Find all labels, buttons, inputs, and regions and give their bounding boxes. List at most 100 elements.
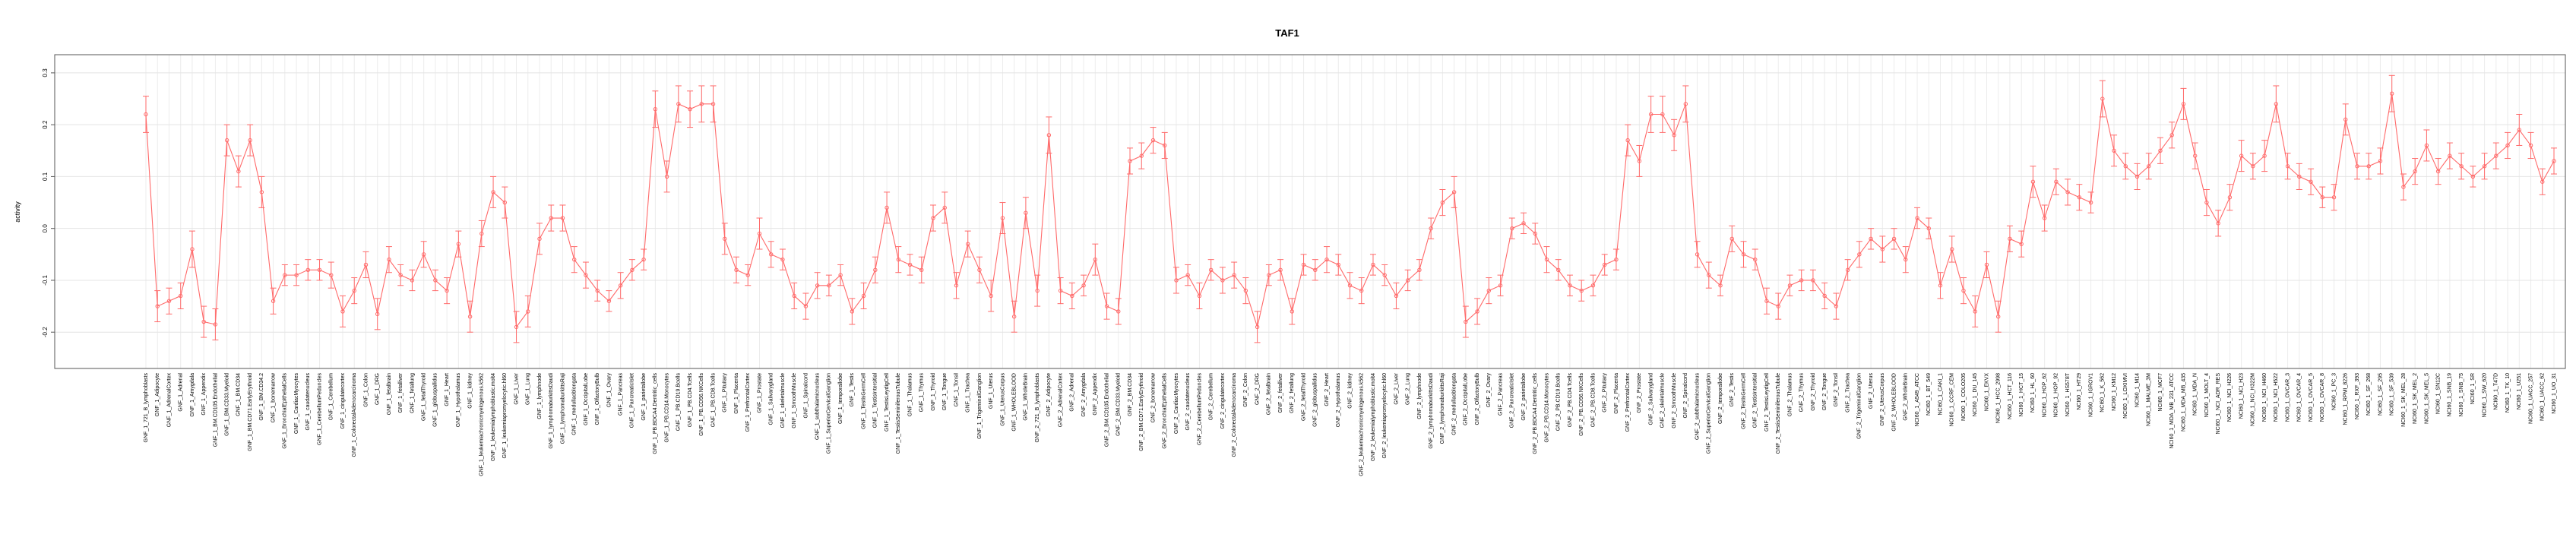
x-tick-label: GNF_1_medullaoblongata [572, 373, 578, 435]
x-tick-label: GNF_1_OccipitalLobe [584, 373, 589, 425]
data-point [2274, 102, 2279, 106]
data-point [1753, 257, 1758, 262]
x-tick-label: GNF_2_UterusCorpus [1880, 373, 1885, 426]
data-point [2482, 164, 2487, 169]
data-point [1486, 288, 1492, 293]
x-tick-label: NCI60_1_SN12C [2435, 373, 2441, 414]
data-point [676, 102, 681, 106]
x-tick-label: NCI60_1_NCI_ADR_RES [2216, 373, 2221, 435]
data-point [907, 262, 913, 267]
data-point [1544, 257, 1549, 262]
data-point [1776, 304, 1780, 308]
x-tick-label: GNF_2_caudatenucleus [1185, 373, 1191, 431]
data-point [1347, 283, 1353, 288]
x-tick-label: GNF_1_PB.CD14.Monocytes [664, 373, 669, 443]
x-tick-label: GNF_2_Pancreas [1498, 373, 1503, 416]
data-point [1568, 283, 1572, 288]
x-tick-label: GNF_2_CerebellumPeduncles [1197, 373, 1202, 445]
data-point [1660, 112, 1665, 117]
data-point [1116, 309, 1121, 314]
x-tick-label: GNF_1_subthalamicnucleus [815, 373, 821, 440]
x-tick-label: GNF_2_PancreaticIslet [1510, 373, 1515, 428]
x-tick-label: NCI60_1_OVCAR_5 [2309, 373, 2314, 422]
x-tick-label: NCI60_1_DU_145 [1973, 373, 1978, 416]
data-point [2470, 174, 2476, 179]
data-point [1926, 226, 1931, 231]
data-point [283, 273, 287, 277]
x-tick-label: GNF_1_Cerebellum [329, 373, 334, 420]
x-tick-label: GNF_1_globuspallidus [433, 373, 438, 427]
data-point [271, 299, 276, 303]
data-point [2192, 153, 2198, 158]
x-tick-label: GNF_2_Heart [1324, 373, 1330, 406]
x-tick-label: GNF_1_BM.CD34 [236, 373, 242, 416]
x-tick-label: GNF_1_lymphomaburkittsDaudi [549, 373, 554, 449]
data-point [1371, 262, 1375, 267]
x-tick-label: GNF_2_leukemiachronicmyelogenous.k562 [1359, 373, 1365, 476]
x-tick-label: NCI60_1_OVCAR_4 [2297, 373, 2302, 422]
x-axis-labels: GNF_1_721_B_lymphoblasts GNF_1_Adipocyte G… [144, 372, 2557, 476]
y-axis: -0.2 -0.1 0.0 0.1 0.2 0.3 [42, 68, 55, 337]
x-tick-label: GNF_1_fetallung [410, 373, 415, 413]
x-tick-label: GNF_2_Placenta [1614, 373, 1619, 414]
x-tick-label: GNF_2_fetalThyroid [1301, 373, 1306, 421]
x-tick-label: GNF_2_BM.CD71.EarlyErythroid [1139, 373, 1144, 451]
x-tick-label: GNF_1_TestisGermCell [861, 373, 866, 429]
x-tick-label: GNF_1_Thyroid [931, 373, 936, 411]
x-tick-label: GNF_1_Liver [514, 372, 519, 404]
data-point [2378, 159, 2383, 163]
data-point [1950, 247, 1954, 251]
data-point [329, 273, 334, 277]
x-tick-label: GNF_2_SuperiorCervicalGanglion [1707, 373, 1712, 454]
data-point [792, 293, 796, 299]
data-point [537, 236, 542, 242]
x-tick-label: GNF_2_globuspallidus [1313, 373, 1318, 427]
x-tick-label: NCI60_1_MOLT_4 [2204, 373, 2210, 417]
data-point [340, 309, 345, 314]
data-point [375, 311, 380, 317]
data-point [1995, 315, 2001, 319]
x-tick-label: GNF_1_BM.CD34.2 [259, 373, 264, 421]
data-point [2100, 96, 2105, 101]
x-tick-label: NCI60_1_MDA_MB_435 [2181, 373, 2186, 432]
data-point [1208, 267, 1214, 272]
x-tick-label: NCI60_1_SK_MEL_28 [2401, 373, 2407, 427]
x-tick-label: GNF_2_Prostate [1637, 373, 1642, 413]
data-point [387, 257, 391, 262]
data-point [1845, 267, 1850, 272]
data-point [2413, 169, 2417, 174]
data-point [352, 288, 356, 293]
x-tick-label: GNF_1_Pancreas [619, 373, 624, 416]
data-point [1984, 262, 1989, 267]
data-point [2239, 153, 2244, 158]
series-activity [143, 74, 2557, 343]
data-point [1359, 288, 1364, 293]
x-tick-label: NCI60_1_NCI_H23 [2239, 373, 2244, 419]
x-tick-label: GNF_1_SmoothMuscle [792, 373, 797, 428]
x-tick-label: GNF_2_TestisSeminiferousTubule [1776, 373, 1781, 454]
data-point [641, 257, 646, 262]
data-point [1464, 319, 1468, 324]
x-tick-label: GNF_2_TestisGermCell [1741, 373, 1746, 429]
data-point [259, 190, 264, 194]
x-tick-label: NCI60_1_UACC_62 [2540, 373, 2546, 421]
x-tick-label: NCI60_1_CAKI_1 [1938, 373, 1943, 416]
x-tick-label: GNF_2_OccipitalLobe [1464, 373, 1469, 425]
data-point [2297, 174, 2302, 179]
x-tick-label: GNF_1_BronchialEpithelialCells [283, 373, 288, 449]
x-tick-label: NCI60_1_SF_539 [2390, 373, 2395, 416]
x-tick-label: GNF_2_Thalamus [1787, 373, 1793, 417]
data-point [2528, 143, 2533, 148]
data-point [1590, 283, 1596, 288]
data-point [2204, 200, 2209, 205]
x-tick-label: GNF_1_skeletalmuscle [780, 373, 786, 428]
x-tick-label: NCI60_1_SW_620 [2482, 373, 2487, 417]
data-point [815, 283, 820, 288]
data-point [1278, 267, 1283, 272]
x-tick-label: NCI60_1_SF_295 [2378, 373, 2383, 416]
data-point [1707, 273, 1711, 277]
x-tick-label: GNF_1_PrefrontalCortex [745, 373, 751, 432]
data-point [2448, 153, 2452, 158]
x-tick-label: GNF_2_Colon [1243, 373, 1248, 407]
data-point [827, 283, 831, 288]
